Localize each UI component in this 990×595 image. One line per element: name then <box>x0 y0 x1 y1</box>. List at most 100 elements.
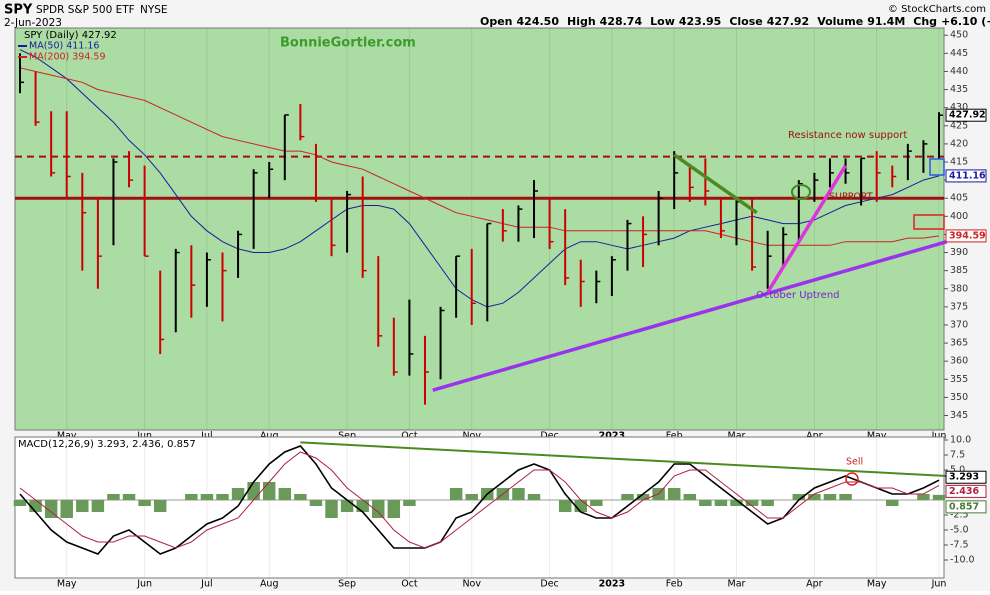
y-tick-label: 345 <box>950 410 968 421</box>
histogram-bar <box>91 500 105 512</box>
y-tick-label: 450 <box>950 30 968 41</box>
y-tick-label: 350 <box>950 392 968 403</box>
histogram-bar <box>340 500 354 512</box>
y-tick-label: -10.0 <box>950 555 975 566</box>
histogram-bar <box>730 500 743 506</box>
highlight-ellipse <box>791 184 811 200</box>
moving-average <box>19 67 940 246</box>
x-tick-label: Jun <box>931 431 947 442</box>
histogram-bar <box>216 494 229 500</box>
value-tag-text: 2.436 <box>949 486 979 497</box>
histogram-bar <box>76 500 89 512</box>
y-tick-label: 360 <box>950 356 968 367</box>
y-tick-label: 365 <box>950 338 968 349</box>
trendline <box>766 164 848 294</box>
highlight-circle <box>845 472 859 486</box>
date: 2-Jun-2023 <box>4 17 62 29</box>
quote-label: High <box>567 15 596 28</box>
legend-title: SPY (Daily) 427.92 <box>24 30 117 41</box>
x-tick-label: Apr <box>806 579 823 590</box>
annotation: October Uptrend <box>756 290 840 301</box>
x-tick-label: Feb <box>666 431 683 442</box>
legend-entry: MA(200) 394.59 <box>29 52 106 63</box>
x-tick-label: Apr <box>806 431 823 442</box>
quote-label: Chg <box>913 15 937 28</box>
x-tick-label: May <box>867 579 887 590</box>
quote-label: Volume <box>817 15 863 28</box>
histogram-bar <box>309 500 323 506</box>
histogram-bar <box>262 482 276 500</box>
annotation: Resistance now support <box>788 130 907 141</box>
histogram-bar <box>44 500 58 518</box>
histogram-bar <box>356 500 369 512</box>
quote-label: Close <box>729 15 762 28</box>
histogram-bar <box>590 500 603 506</box>
histogram-bar <box>839 494 852 500</box>
value-tag <box>945 470 987 484</box>
y-tick-label: 445 <box>950 48 968 59</box>
y-tick-label: 420 <box>950 138 968 149</box>
quote-value: 424.50 <box>517 15 560 28</box>
histogram-bar <box>325 500 338 518</box>
y-tick-label: -5.0 <box>950 525 969 536</box>
highlight-box <box>929 158 945 176</box>
x-tick-label: Jun <box>931 579 947 590</box>
y-tick-label: 355 <box>950 374 968 385</box>
quote-label: Low <box>650 15 675 28</box>
x-tick-label: Feb <box>666 579 683 590</box>
histogram-bar <box>185 494 198 500</box>
histogram-bar <box>699 500 712 506</box>
value-tag <box>945 500 987 514</box>
histogram-bar <box>294 494 307 500</box>
histogram-bar <box>449 488 463 500</box>
histogram-bar <box>792 494 806 500</box>
x-tick-label: Dec <box>540 579 558 590</box>
x-tick-label: 2023 <box>599 579 625 590</box>
trendline <box>300 441 947 477</box>
y-tick-label: 390 <box>950 247 968 258</box>
value-tag-text: 0.857 <box>949 501 979 512</box>
plot-area <box>14 436 945 579</box>
x-tick-label: Jun <box>136 579 152 590</box>
y-tick-label: 425 <box>950 120 968 131</box>
y-tick-label: 415 <box>950 157 968 168</box>
value-tag-text: 411.16 <box>949 170 986 181</box>
histogram-bar <box>621 494 634 500</box>
x-tick-label: Dec <box>540 431 558 442</box>
histogram-bar <box>122 494 136 500</box>
quote-value: 427.92 <box>767 15 809 28</box>
y-tick-label: 430 <box>950 102 968 113</box>
x-tick-label: Mar <box>728 431 746 442</box>
macd-title: MACD(12,26,9) 3.293, 2.436, 0.857 <box>18 439 196 450</box>
histogram-bar <box>387 500 401 518</box>
quote-value: +6.10 (+1.45%) <box>941 15 990 28</box>
quote-label: Open <box>480 15 513 28</box>
x-tick-label: Oct <box>401 431 418 442</box>
y-tick-label: 375 <box>950 301 968 312</box>
plot-area <box>14 27 945 431</box>
histogram-bar <box>636 494 650 500</box>
histogram-bar <box>558 500 572 512</box>
histogram-bar <box>200 494 214 500</box>
histogram-bar <box>153 500 167 512</box>
y-tick-label: -2.5 <box>950 510 969 521</box>
histogram-bar <box>808 494 821 500</box>
x-tick-label: Oct <box>401 579 418 590</box>
histogram-bar <box>107 494 120 500</box>
y-tick-label: 7.5 <box>950 450 965 461</box>
x-tick-label: Jul <box>200 431 212 442</box>
y-tick-label: 400 <box>950 211 968 222</box>
macd-line <box>19 451 940 549</box>
histogram-bar <box>745 500 759 506</box>
x-tick-label: May <box>57 579 77 590</box>
histogram-bar <box>60 500 73 518</box>
x-tick-label: Mar <box>728 579 746 590</box>
histogram-bar <box>823 494 837 500</box>
value-tag <box>945 169 987 183</box>
x-tick-label: Jun <box>136 431 152 442</box>
y-tick-label: 5.0 <box>950 465 965 476</box>
histogram-bar <box>512 488 525 500</box>
y-tick-label: 440 <box>950 66 968 77</box>
quote-value: 428.74 <box>600 15 643 28</box>
